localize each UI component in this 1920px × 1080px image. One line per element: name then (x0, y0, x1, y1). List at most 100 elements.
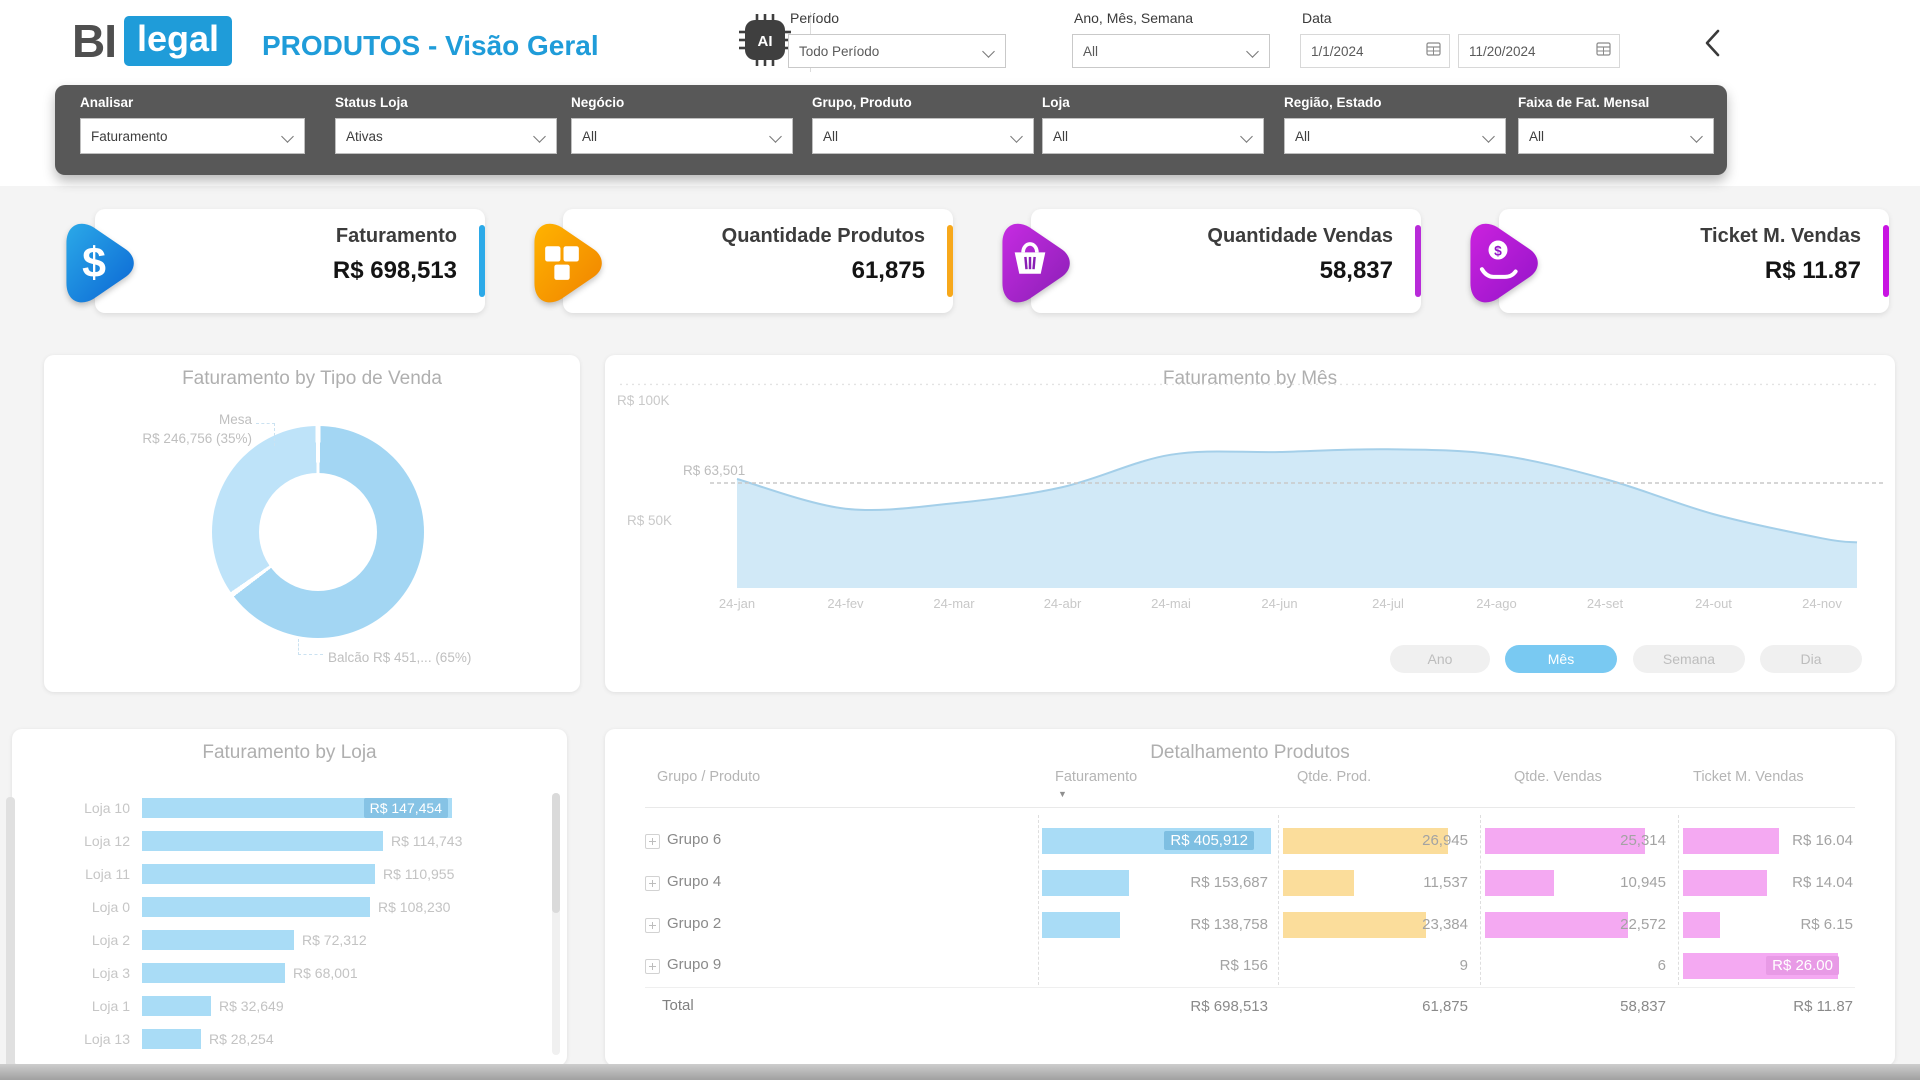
kpi-accent-bar (1883, 225, 1889, 297)
donut-leader-line (256, 423, 275, 446)
dollar-icon: $ (45, 211, 143, 309)
loja-bar-chart: Loja 10 R$ 147,454 Loja 12 R$ 114,743 Loja 1… (30, 791, 535, 1055)
loja-bar[interactable] (142, 863, 375, 884)
expand-icon[interactable] (645, 876, 660, 891)
expand-icon[interactable] (645, 918, 660, 933)
table-total-faturamento: R$ 698,513 (1190, 998, 1268, 1015)
table-bar-qtde_vendas (1485, 870, 1554, 896)
logo-legal-badge: legal (124, 16, 233, 66)
loja-bar[interactable] (142, 830, 383, 851)
date-end-input[interactable]: 11/20/2024 (1458, 34, 1620, 68)
filter-dropdown-regi-o-estado[interactable]: All (1284, 118, 1506, 154)
table-total-qtde_vendas: 58,837 (1620, 998, 1666, 1015)
filter-label-status-loja: Status Loja (335, 95, 408, 110)
table-bar-ticket (1683, 828, 1779, 854)
loja-scrollbar[interactable] (552, 793, 560, 1055)
column-separator (1678, 815, 1679, 985)
table-value-ticket: R$ 14.04 (1792, 874, 1853, 891)
filter-label-loja: Loja (1042, 95, 1070, 110)
x-tick-24-mar: 24-mar (933, 596, 975, 611)
x-tick-24-jul: 24-jul (1372, 596, 1404, 611)
loja-scrollbar-thumb[interactable] (552, 793, 560, 913)
table-value-highlight: R$ 26.00 (1766, 956, 1839, 975)
table-value-ticket: R$ 26.00 (1683, 953, 1839, 979)
loja-bar[interactable] (142, 929, 294, 950)
table-card: Detalhamento Produtos Grupo / Produto Fa… (605, 729, 1895, 1066)
x-tick-24-out: 24-out (1695, 596, 1732, 611)
period-button-ano[interactable]: Ano (1390, 645, 1490, 673)
column-header-ticket[interactable]: Ticket M. Vendas (1693, 769, 1804, 785)
filter-value: Faturamento (91, 128, 168, 144)
table-row-group-label: Grupo 2 (667, 915, 722, 932)
collapse-panel-icon[interactable] (1700, 26, 1726, 60)
filter-value: All (823, 128, 839, 144)
kpi-accent-bar (947, 225, 953, 297)
area-line (736, 448, 1858, 544)
ano-mes-semana-filter-label: Ano, Mês, Semana (1074, 10, 1194, 26)
table-total-label: Total (662, 997, 694, 1014)
filter-label-grupo-produto: Grupo, Produto (812, 95, 912, 110)
kpi-card-faturamento: $ Faturamento R$ 698,513 (66, 209, 485, 313)
period-button-dia[interactable]: Dia (1760, 645, 1862, 673)
column-header-qtde-prod[interactable]: Qtde. Prod. (1297, 769, 1372, 785)
expand-icon[interactable] (645, 959, 660, 974)
ai-chip-icon[interactable]: AI (737, 12, 793, 68)
kpi-accent-bar (479, 225, 485, 297)
loja-value-label: R$ 108,230 (378, 898, 451, 915)
column-header-qtde-vendas[interactable]: Qtde. Vendas (1514, 769, 1602, 785)
basket-icon (981, 211, 1079, 309)
area-chart[interactable]: R$ 63,501 R$ 100K R$ 50K 24-jan 24-fev 24-mar… (605, 355, 1895, 692)
packages-icon (513, 211, 611, 309)
filter-label-faixa-de-fat-mensal: Faixa de Fat. Mensal (1518, 95, 1650, 110)
column-header-grupo-produto[interactable]: Grupo / Produto (657, 769, 761, 785)
table-value-qtde_vendas: 6 (1657, 957, 1666, 974)
ano-mes-semana-dropdown[interactable]: All (1072, 34, 1270, 68)
loja-bar[interactable] (142, 896, 370, 917)
kpi-value: R$ 11.87 (1764, 257, 1861, 284)
period-button-semana[interactable]: Semana (1633, 645, 1745, 673)
filter-dropdown-analisar[interactable]: Faturamento (80, 118, 305, 154)
svg-text:$: $ (1494, 243, 1502, 258)
kpi-value: R$ 698,513 (332, 257, 457, 284)
loja-bar[interactable] (142, 995, 211, 1016)
loja-bar[interactable]: R$ 147,454 (142, 797, 452, 818)
loja-bar[interactable] (142, 962, 285, 983)
table-total-qtde_prod: 61,875 (1422, 998, 1468, 1015)
date-start-input[interactable]: 1/1/2024 (1300, 34, 1450, 68)
x-tick-24-jun: 24-jun (1261, 596, 1297, 611)
filter-value: All (1295, 128, 1311, 144)
date-start-value: 1/1/2024 (1311, 43, 1364, 59)
calendar-icon[interactable] (1426, 41, 1441, 61)
column-separator (1480, 815, 1481, 985)
loja-bar[interactable] (142, 1028, 201, 1049)
loja-category-label: Loja 1 (91, 997, 130, 1014)
table-value-qtde_vendas: 22,572 (1620, 916, 1666, 933)
calendar-icon[interactable] (1596, 41, 1611, 61)
filter-dropdown-status-loja[interactable]: Ativas (335, 118, 557, 154)
loja-bar-chart-card: Faturamento by Loja Loja 10 R$ 147,454 Loj… (12, 729, 567, 1066)
data-filter-label: Data (1302, 10, 1332, 26)
filter-dropdown-faixa-de-fat-mensal[interactable]: All (1518, 118, 1714, 154)
table-bar-qtde_prod (1283, 870, 1354, 896)
loja-row-loja-1: Loja 1 R$ 32,649 (30, 989, 535, 1022)
date-end-value: 11/20/2024 (1469, 43, 1536, 59)
loja-category-label: Loja 10 (84, 799, 130, 816)
column-header-faturamento[interactable]: Faturamento (1055, 769, 1138, 785)
filter-dropdown-neg-cio[interactable]: All (571, 118, 793, 154)
filter-dropdown-loja[interactable]: All (1042, 118, 1264, 154)
table-total-ticket: R$ 11.87 (1793, 998, 1853, 1015)
periodo-dropdown[interactable]: Todo Período (788, 34, 1006, 68)
loja-row-loja-0: Loja 0 R$ 108,230 (30, 890, 535, 923)
filter-value: All (582, 128, 598, 144)
sort-desc-icon[interactable]: ▼ (1058, 789, 1067, 799)
expand-icon[interactable] (645, 834, 660, 849)
period-button-m-s[interactable]: Mês (1505, 645, 1617, 673)
filter-dropdown-grupo-produto[interactable]: All (812, 118, 1034, 154)
loja-row-loja-13: Loja 13 R$ 28,254 (30, 1022, 535, 1055)
table-bar-faturamento (1042, 870, 1129, 896)
page-scrollbar[interactable] (6, 797, 15, 1068)
donut-chart[interactable] (212, 426, 424, 638)
x-tick-24-nov: 24-nov (1802, 596, 1842, 611)
table-row-group-label: Grupo 4 (667, 873, 722, 890)
